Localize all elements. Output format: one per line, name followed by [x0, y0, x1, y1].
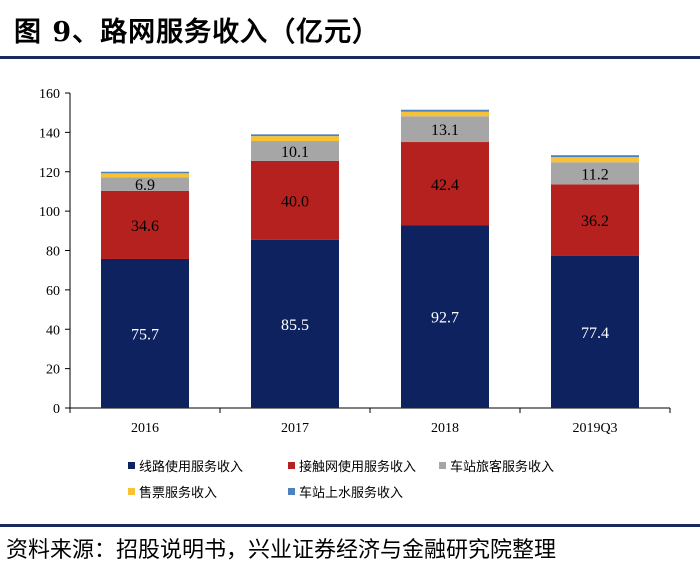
x-tick-label: 2016	[131, 421, 159, 436]
legend-item: 售票服务收入	[128, 482, 217, 501]
bar-segment	[401, 116, 489, 143]
top-divider	[0, 56, 700, 59]
bar-segment	[401, 225, 489, 408]
bar-segment	[251, 239, 339, 408]
bar-segment	[401, 109, 489, 112]
bar-segment	[251, 136, 339, 142]
data-label: 36.2	[581, 213, 609, 230]
y-tick-label: 160	[39, 87, 60, 102]
bar-segment	[101, 177, 189, 191]
bar-segment	[101, 173, 189, 178]
bar-segment	[101, 258, 189, 408]
y-tick-label: 140	[39, 126, 60, 141]
legend-item: 车站上水服务收入	[288, 482, 403, 501]
legend-label: 售票服务收入	[139, 486, 218, 501]
y-tick-label: 80	[46, 245, 60, 260]
bar-segment	[401, 111, 489, 117]
legend-item: 车站旅客服务收入	[439, 456, 554, 475]
legend-swatch	[439, 462, 446, 469]
bar-segment	[251, 134, 339, 137]
y-tick-label: 20	[46, 363, 60, 378]
legend-swatch	[128, 462, 135, 469]
figure-title: 图 9、路网服务收入（亿元）	[14, 17, 381, 48]
data-label: 85.5	[281, 317, 309, 334]
data-label: 42.4	[431, 177, 459, 194]
bar-segment	[551, 184, 639, 256]
data-label: 92.7	[431, 310, 459, 327]
x-tick-label: 2018	[431, 421, 459, 436]
legend-item: 线路使用服务收入	[128, 456, 243, 475]
bar-segment	[101, 171, 189, 174]
data-label: 10.1	[281, 144, 309, 161]
x-tick-label: 2019Q3	[572, 421, 617, 436]
data-label: 34.6	[131, 218, 159, 235]
legend-label: 接触网使用服务收入	[299, 460, 417, 475]
source-note: 资料来源：招股说明书，兴业证券经济与金融研究院整理	[6, 538, 557, 563]
legend-label: 线路使用服务收入	[139, 460, 244, 475]
y-tick-label: 60	[46, 284, 60, 299]
legend-item: 接触网使用服务收入	[288, 456, 416, 475]
stacked-bar-chart: 0 20 40 60 80 100 120 140 160 75.7 34.6 6.9 2016 85.5…	[39, 87, 671, 436]
data-label: 13.1	[431, 122, 459, 139]
data-label: 6.9	[135, 177, 155, 194]
y-tick-label: 100	[39, 205, 60, 220]
data-label: 40.0	[281, 193, 309, 210]
bar-segment	[551, 155, 639, 158]
bottom-divider	[0, 524, 700, 527]
bar-segment	[551, 255, 639, 408]
bar-segment	[101, 190, 189, 259]
y-tick-label: 40	[46, 323, 60, 338]
x-tick-label: 2017	[281, 421, 309, 436]
bar-segment	[551, 162, 639, 185]
legend-label: 车站上水服务收入	[299, 486, 404, 501]
y-tick-label: 120	[39, 166, 60, 181]
bar-segment	[251, 141, 339, 161]
data-label: 77.4	[581, 325, 609, 342]
legend-swatch	[128, 488, 135, 495]
legend-swatch	[288, 488, 295, 495]
data-label: 75.7	[131, 326, 159, 343]
bar-segment	[251, 160, 339, 240]
bar-segment	[551, 157, 639, 163]
bar-segment	[401, 142, 489, 226]
legend-label: 车站旅客服务收入	[450, 460, 555, 475]
data-label: 11.2	[581, 166, 608, 183]
y-tick-label: 0	[53, 402, 60, 417]
legend-swatch	[288, 462, 295, 469]
